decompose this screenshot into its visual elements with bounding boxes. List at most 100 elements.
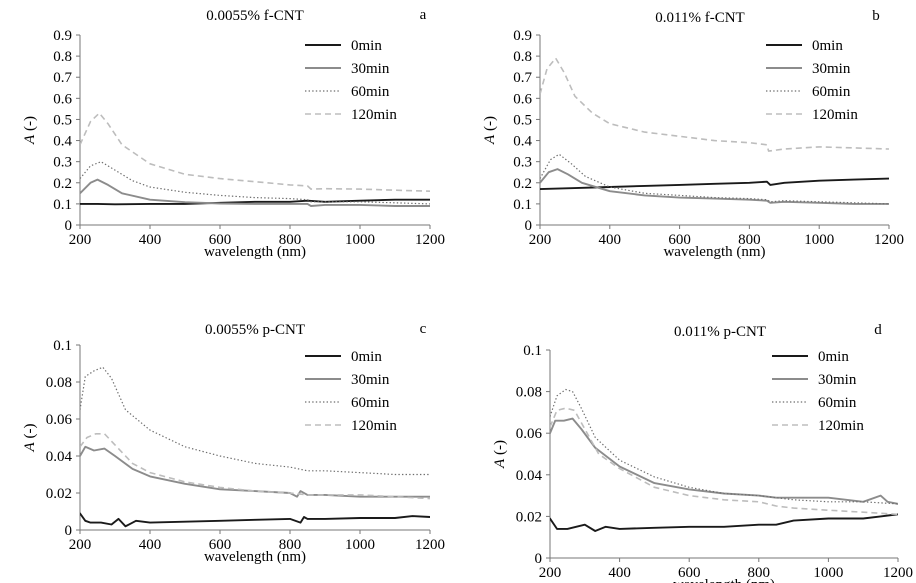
x-axis-label: wavelength (nm)	[204, 549, 306, 565]
x-tick-label: 200	[69, 232, 92, 248]
legend-label: 0min	[351, 349, 382, 365]
x-tick-label: 1200	[883, 565, 913, 581]
y-tick-label: 0.04	[516, 468, 543, 484]
x-tick-label: 1000	[804, 232, 834, 248]
y-tick-label: 0.06	[46, 412, 73, 428]
series-line-30min	[80, 445, 430, 498]
legend-label: 60min	[351, 395, 390, 411]
series-line-60min	[80, 366, 430, 476]
y-tick-label: 0.9	[513, 28, 532, 44]
y-tick-label: 0.2	[53, 176, 72, 192]
y-tick-label: 0.02	[46, 486, 72, 502]
legend-label: 0min	[818, 349, 849, 365]
y-tick-label: 0.5	[513, 112, 532, 128]
chart-panel-a: 0 0.1 0.2 0.3 0.4 0.5 0.6 0.7 0.8 0.9 200 400 600 800…	[22, 7, 445, 260]
series-line-30min	[80, 178, 430, 207]
x-tick-label: 200	[539, 565, 562, 581]
plot-area	[550, 388, 898, 532]
y-axis-label: A (-)	[22, 116, 38, 145]
series-line-0min	[80, 512, 430, 528]
x-tick-label: 1000	[345, 537, 375, 553]
legend-label: 30min	[351, 61, 390, 77]
y-tick-label: 0.2	[513, 176, 532, 192]
x-tick-label: 200	[69, 537, 92, 553]
x-axis-label: wavelength (nm)	[663, 244, 765, 260]
y-tick-label: 0.1	[53, 197, 72, 213]
legend-label: 120min	[351, 418, 397, 434]
legend-label: 30min	[818, 372, 857, 388]
x-tick-label: 400	[139, 232, 162, 248]
x-tick-label: 1000	[345, 232, 375, 248]
panel-letter: a	[420, 7, 427, 23]
x-tick-label: 600	[209, 232, 232, 248]
x-tick-label: 1000	[813, 565, 843, 581]
chart-title: 0.011% p-CNT	[674, 324, 766, 340]
chart-title: 0.0055% f-CNT	[206, 8, 304, 24]
y-tick-label: 0.9	[53, 28, 72, 44]
y-tick-label: 0	[525, 218, 533, 234]
series-line-60min	[550, 388, 898, 505]
x-tick-label: 800	[279, 232, 302, 248]
y-axis-label: A (-)	[22, 424, 38, 453]
panel-letter: d	[874, 322, 882, 338]
x-tick-label: 800	[748, 565, 771, 581]
y-axis-label: A (-)	[482, 116, 498, 145]
y-tick-label: 0	[65, 218, 73, 234]
series-line-30min	[550, 417, 898, 505]
y-tick-label: 0.08	[516, 385, 542, 401]
legend-label: 30min	[812, 61, 851, 77]
y-tick-label: 0.6	[513, 91, 532, 107]
legend-label: 60min	[818, 395, 857, 411]
y-tick-label: 0.02	[516, 509, 542, 525]
legend-label: 120min	[818, 418, 864, 434]
x-tick-label: 600	[678, 565, 701, 581]
x-tick-label: 800	[738, 232, 761, 248]
x-tick-label: 200	[529, 232, 552, 248]
y-tick-label: 0.3	[513, 155, 532, 171]
legend-label: 120min	[351, 107, 397, 123]
series-line-0min	[540, 177, 889, 191]
y-tick-label: 0.8	[53, 49, 72, 65]
plot-area	[540, 57, 889, 205]
x-axis-label: wavelength (nm)	[673, 577, 775, 583]
chart-panel-d: 0 0.02 0.04 0.06 0.08 0.1 200 400 600 800 1000 1200…	[492, 322, 913, 583]
y-tick-label: 0.4	[53, 134, 72, 150]
x-tick-label: 600	[209, 537, 232, 553]
plot-area	[80, 366, 430, 528]
y-tick-label: 0.8	[513, 49, 532, 65]
series-line-60min	[80, 161, 430, 205]
y-tick-label: 0.1	[523, 343, 542, 359]
panel-letter: b	[872, 8, 880, 24]
legend-label: 60min	[351, 84, 390, 100]
panel-letter: c	[420, 321, 427, 337]
y-tick-label: 0.4	[513, 134, 532, 150]
series-line-60min	[540, 153, 889, 205]
y-tick-label: 0	[65, 523, 73, 539]
y-tick-label: 0.1	[513, 197, 532, 213]
y-tick-label: 0.7	[513, 70, 532, 86]
x-tick-label: 400	[599, 232, 622, 248]
series-line-120min	[80, 112, 430, 192]
y-tick-label: 0.5	[53, 112, 72, 128]
x-axis-label: wavelength (nm)	[204, 244, 306, 260]
y-tick-label: 0.6	[53, 91, 72, 107]
legend-label: 60min	[812, 84, 851, 100]
y-tick-label: 0.04	[46, 449, 73, 465]
y-tick-label: 0.06	[516, 426, 543, 442]
chart-title: 0.0055% p-CNT	[205, 322, 305, 338]
x-tick-label: 400	[608, 565, 631, 581]
series-line-120min	[550, 407, 898, 516]
y-axis-label: A (-)	[492, 440, 508, 469]
chart-panel-c: 0 0.02 0.04 0.06 0.08 0.1 200 400 600 800 1000 1200…	[22, 321, 445, 565]
legend-label: 0min	[351, 38, 382, 54]
series-line-120min	[80, 433, 430, 500]
x-tick-label: 1200	[415, 537, 445, 553]
y-tick-label: 0	[535, 551, 543, 567]
x-tick-label: 1200	[874, 232, 904, 248]
plot-area	[80, 112, 430, 207]
y-tick-label: 0.3	[53, 155, 72, 171]
y-tick-label: 0.7	[53, 70, 72, 86]
series-line-0min	[550, 513, 898, 532]
x-tick-label: 600	[668, 232, 691, 248]
